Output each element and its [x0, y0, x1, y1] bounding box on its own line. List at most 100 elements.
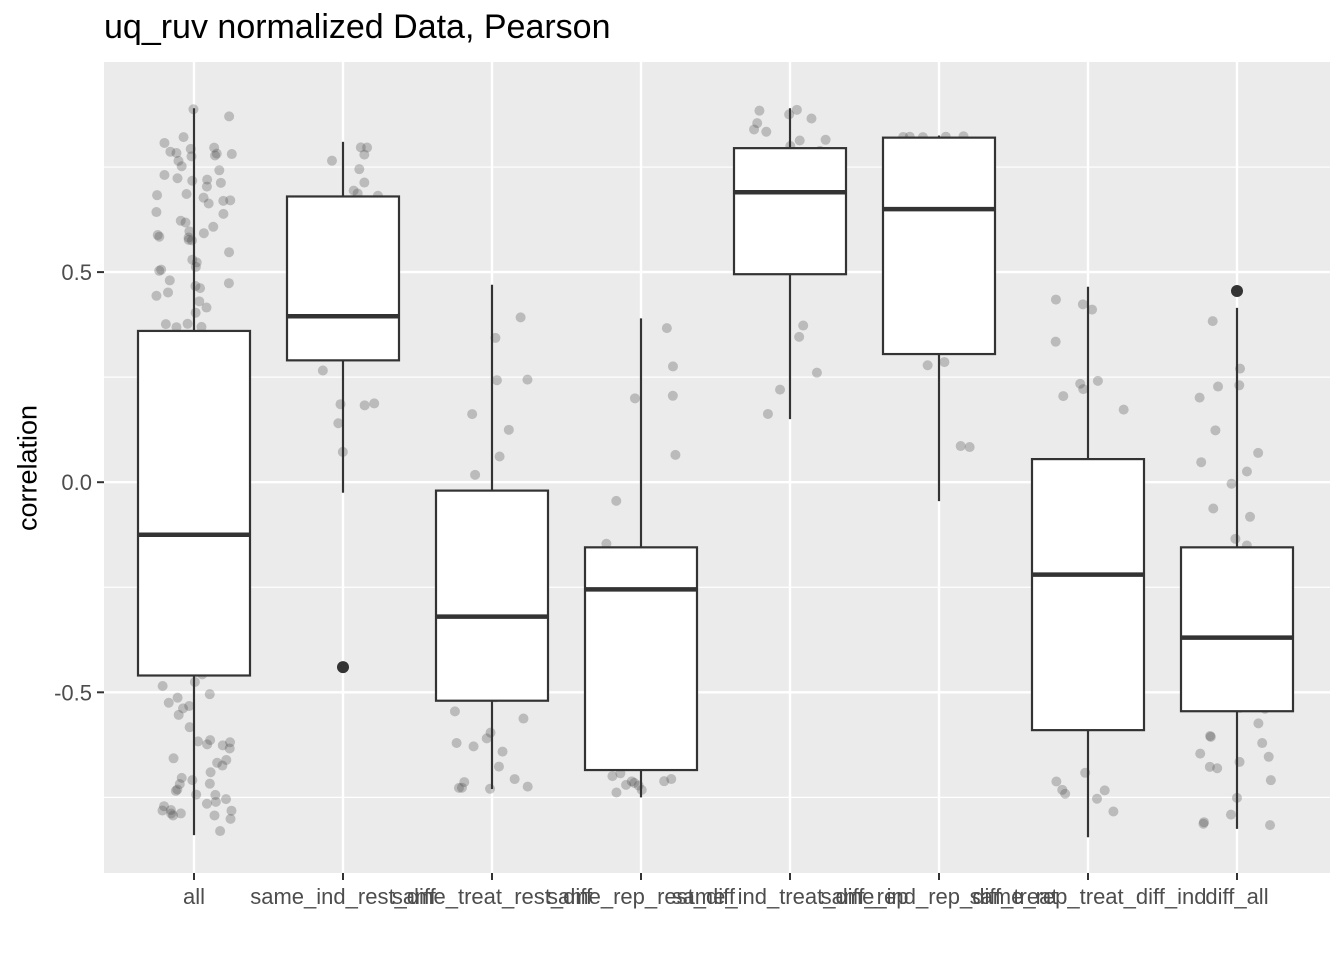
- jitter-point: [1265, 820, 1276, 831]
- jitter-point: [355, 142, 366, 153]
- jitter-point: [1213, 381, 1224, 392]
- jitter-point: [204, 778, 215, 789]
- jitter-point: [1208, 503, 1219, 514]
- jitter-point: [762, 408, 773, 419]
- jitter-point: [752, 118, 763, 129]
- jitter-point: [629, 777, 640, 788]
- jitter-point: [152, 190, 163, 201]
- jitter-point: [326, 155, 337, 166]
- jitter-point: [749, 124, 760, 135]
- jitter-point: [186, 235, 197, 246]
- jitter-point: [183, 232, 194, 243]
- box-iqr: [136, 329, 252, 677]
- jitter-point: [522, 374, 533, 385]
- jitter-point: [1196, 457, 1207, 468]
- jitter-point: [181, 188, 192, 199]
- jitter-point: [509, 774, 520, 785]
- jitter-point: [224, 247, 235, 258]
- jitter-point: [172, 784, 183, 795]
- jitter-point: [226, 805, 237, 816]
- jitter-point: [163, 697, 174, 708]
- jitter-point: [791, 104, 802, 115]
- jitter-point: [518, 713, 529, 724]
- jitter-point: [794, 135, 805, 146]
- jitter-point: [202, 739, 213, 750]
- x-tick-label: same_rep_rest_diff: [547, 884, 736, 909]
- box-iqr: [1179, 546, 1295, 713]
- jitter-point: [165, 805, 176, 816]
- jitter-point: [1050, 336, 1061, 347]
- jitter-point: [163, 287, 174, 298]
- jitter-point: [175, 215, 186, 226]
- jitter-point: [215, 826, 226, 837]
- jitter-point: [1210, 425, 1221, 436]
- jitter-point: [515, 312, 526, 323]
- jitter-point: [152, 230, 163, 241]
- jitter-point: [156, 264, 167, 275]
- jitter-point: [183, 234, 194, 245]
- jitter-point: [1207, 316, 1218, 327]
- jitter-point: [154, 265, 165, 276]
- jitter-point: [182, 318, 193, 329]
- jitter-point: [178, 703, 189, 714]
- boxes: [136, 108, 1295, 838]
- jitter-point: [629, 393, 640, 404]
- plot-panel: [104, 62, 1330, 873]
- jitter-point: [195, 283, 206, 294]
- jitter-point: [317, 365, 328, 376]
- jitter-point: [171, 322, 182, 333]
- y-tick-label: 0.0: [61, 470, 92, 495]
- jitter-point: [1058, 391, 1069, 402]
- jitter-point: [203, 198, 214, 209]
- jitter-point: [160, 319, 171, 330]
- jitter-point: [192, 736, 203, 747]
- jitter-point: [503, 424, 514, 435]
- jitter-point: [1245, 511, 1256, 522]
- jitter-point: [667, 390, 678, 401]
- box-iqr: [732, 147, 848, 276]
- jitter-point: [468, 741, 479, 752]
- jitter-point: [1099, 785, 1110, 796]
- x-tick-label: same_ind_rest_diff: [250, 884, 436, 909]
- jitter-point: [184, 722, 195, 733]
- jitter-point: [1205, 730, 1216, 741]
- jitter-point: [151, 290, 162, 301]
- jitter-point: [493, 761, 504, 772]
- jitter-point: [485, 783, 496, 794]
- outlier-point: [337, 661, 349, 674]
- jitter-point: [157, 681, 168, 692]
- jitter-point: [157, 805, 168, 816]
- jitter-point: [201, 181, 212, 192]
- jitter-point: [174, 779, 185, 790]
- jitter-point: [939, 357, 950, 368]
- jitter-point: [1265, 775, 1276, 786]
- jitter-point: [187, 775, 198, 786]
- jitter-point: [172, 692, 183, 703]
- jitter-point: [212, 757, 223, 768]
- jitter-point: [198, 228, 209, 239]
- jitter-point: [1051, 776, 1062, 787]
- jitter-point: [215, 177, 226, 188]
- jitter-point: [1257, 738, 1268, 749]
- jitter-point: [225, 195, 236, 206]
- jitter-point: [218, 208, 229, 219]
- jitter-point: [1194, 392, 1205, 403]
- jitter-point: [190, 307, 201, 318]
- jitter-point: [166, 808, 177, 819]
- jitter-point: [184, 226, 195, 237]
- jitter-point: [369, 398, 380, 409]
- chart-title: uq_ruv normalized Data, Pearson: [104, 8, 611, 46]
- box-iqr: [583, 546, 699, 772]
- jitter-point: [670, 449, 681, 460]
- jitter-point: [165, 146, 176, 157]
- jitter-point: [1075, 378, 1086, 389]
- jitter-point: [611, 495, 622, 506]
- jitter-point: [1195, 748, 1206, 759]
- jitter-point: [190, 261, 201, 272]
- jitter-point: [333, 418, 344, 429]
- jitter-point: [1234, 380, 1245, 391]
- jitter-point: [209, 142, 220, 153]
- jitter-point: [159, 169, 170, 180]
- jitter-point: [173, 709, 184, 720]
